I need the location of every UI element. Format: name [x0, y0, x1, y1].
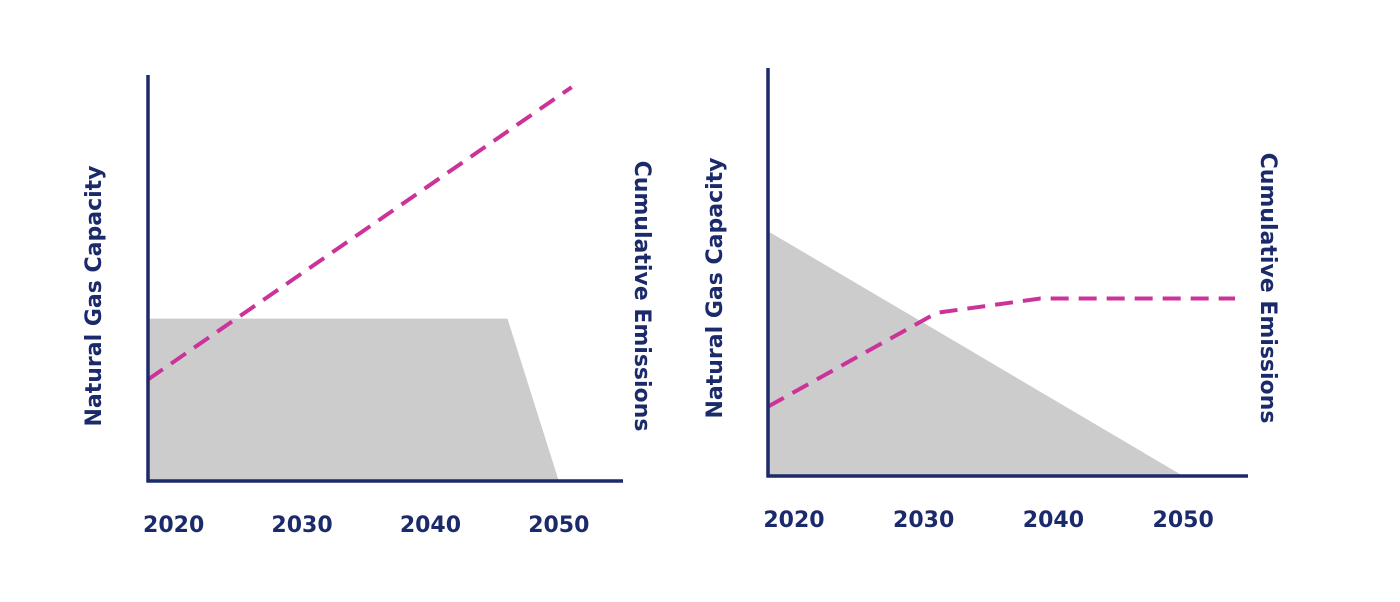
- x-tick-label: 2040: [1023, 508, 1084, 533]
- chart-panel-1: 2020 2030 2040 2050 Natural Gas Capacity Cumu…: [82, 75, 654, 538]
- capacity-area-2: [768, 231, 1184, 476]
- x-tick-label: 2020: [143, 513, 204, 538]
- y-axis-title-right: Cumulative Emissions: [1255, 153, 1280, 424]
- emissions-line-1: [146, 85, 573, 382]
- capacity-area-1: [148, 318, 559, 481]
- x-tick-label: 2030: [893, 508, 954, 533]
- y-axis-title-left: Natural Gas Capacity: [703, 157, 728, 418]
- x-tick-label: 2050: [528, 513, 589, 538]
- emissions-line-2: [767, 296, 1236, 409]
- x-tick-label: 2050: [1153, 508, 1214, 533]
- x-tick-label: 2020: [763, 508, 824, 533]
- y-axis-title-right: Cumulative Emissions: [629, 161, 654, 432]
- x-tick-label: 2030: [271, 513, 332, 538]
- chart-panel-2: 2020 2030 2040 2050 Natural Gas Capacity Cumu…: [703, 68, 1280, 533]
- x-tick-label: 2040: [400, 513, 461, 538]
- y-axis-title-left: Natural Gas Capacity: [82, 165, 107, 426]
